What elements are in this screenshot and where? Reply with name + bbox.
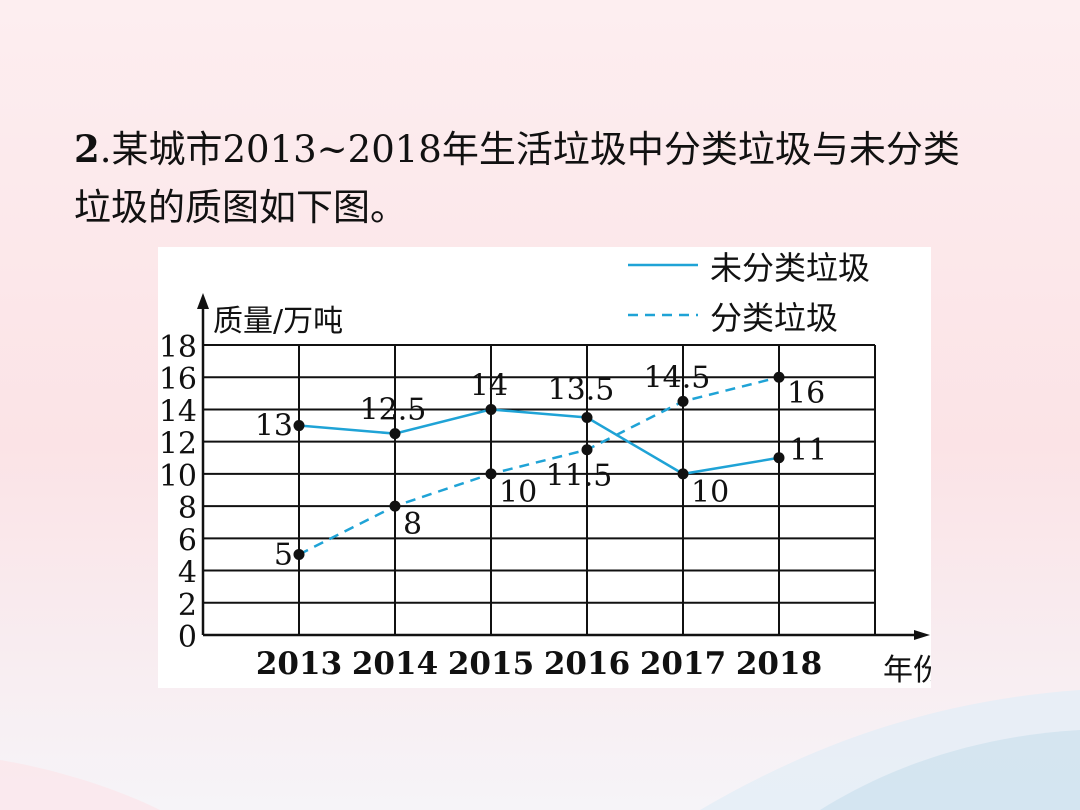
data-label: 10 [499, 475, 537, 510]
data-point [773, 452, 785, 464]
data-label: 16 [787, 376, 825, 411]
data-point [677, 395, 689, 407]
x-axis-title: 年份 [883, 653, 931, 688]
y-tick-label: 4 [178, 556, 197, 591]
data-label: 14 [470, 368, 508, 403]
y-tick-label: 18 [159, 330, 197, 365]
data-label: 10 [691, 475, 729, 510]
x-tick-label: 2016 [544, 646, 630, 682]
series-line-2 [298, 376, 780, 556]
data-label: 13.5 [548, 373, 615, 408]
data-point [677, 468, 689, 480]
data-label: 13 [255, 409, 293, 444]
legend-label: 分类垃圾 [710, 299, 838, 337]
y-axis-title: 质量/万吨 [213, 304, 343, 339]
question-line1: .某城市2013~2018年生活垃圾中分类垃圾与未分类 [99, 128, 960, 171]
data-point [485, 403, 497, 415]
data-label: 14.5 [644, 360, 711, 395]
y-tick-label: 14 [159, 394, 197, 429]
data-label: 11 [789, 433, 827, 468]
data-point [293, 548, 305, 560]
y-tick-label: 6 [178, 523, 197, 558]
data-label: 11.5 [546, 459, 613, 494]
y-tick-label: 8 [178, 491, 197, 526]
chart-panel: 0 2 4 6 8 10 12 14 16 18 2013 2014 2015 2016 2017 2018 质… [158, 247, 931, 688]
x-tick-label: 2018 [736, 646, 822, 682]
x-tick-label: 2017 [640, 646, 726, 682]
y-tick-label: 12 [159, 427, 197, 462]
y-axis-arrow [197, 293, 209, 309]
data-point [389, 428, 401, 440]
y-tick-label: 2 [178, 588, 197, 623]
y-tick-label: 0 [178, 620, 197, 655]
question-number: 2 [74, 127, 100, 171]
data-point [581, 412, 593, 423]
question-text: 2.某城市2013~2018年生活垃圾中分类垃圾与未分类 垃圾的质图如下图。 [74, 120, 1024, 237]
y-tick-label: 10 [159, 459, 197, 494]
data-label: 12.5 [360, 393, 427, 428]
data-point [485, 468, 497, 480]
data-point [581, 444, 593, 456]
data-point [389, 500, 401, 512]
data-point [773, 371, 785, 383]
question-line2: 垃圾的质图如下图。 [74, 186, 407, 229]
x-tick-label: 2013 [256, 646, 342, 682]
data-label: 5 [274, 537, 293, 572]
legend-label: 未分类垃圾 [710, 249, 870, 287]
series-line-1 [298, 408, 780, 476]
x-axis-arrow [914, 630, 930, 640]
data-point [293, 420, 305, 432]
data-label: 8 [403, 507, 422, 542]
x-tick-label: 2014 [352, 646, 438, 682]
x-tick-label: 2015 [448, 646, 534, 682]
y-tick-label: 16 [159, 362, 197, 397]
